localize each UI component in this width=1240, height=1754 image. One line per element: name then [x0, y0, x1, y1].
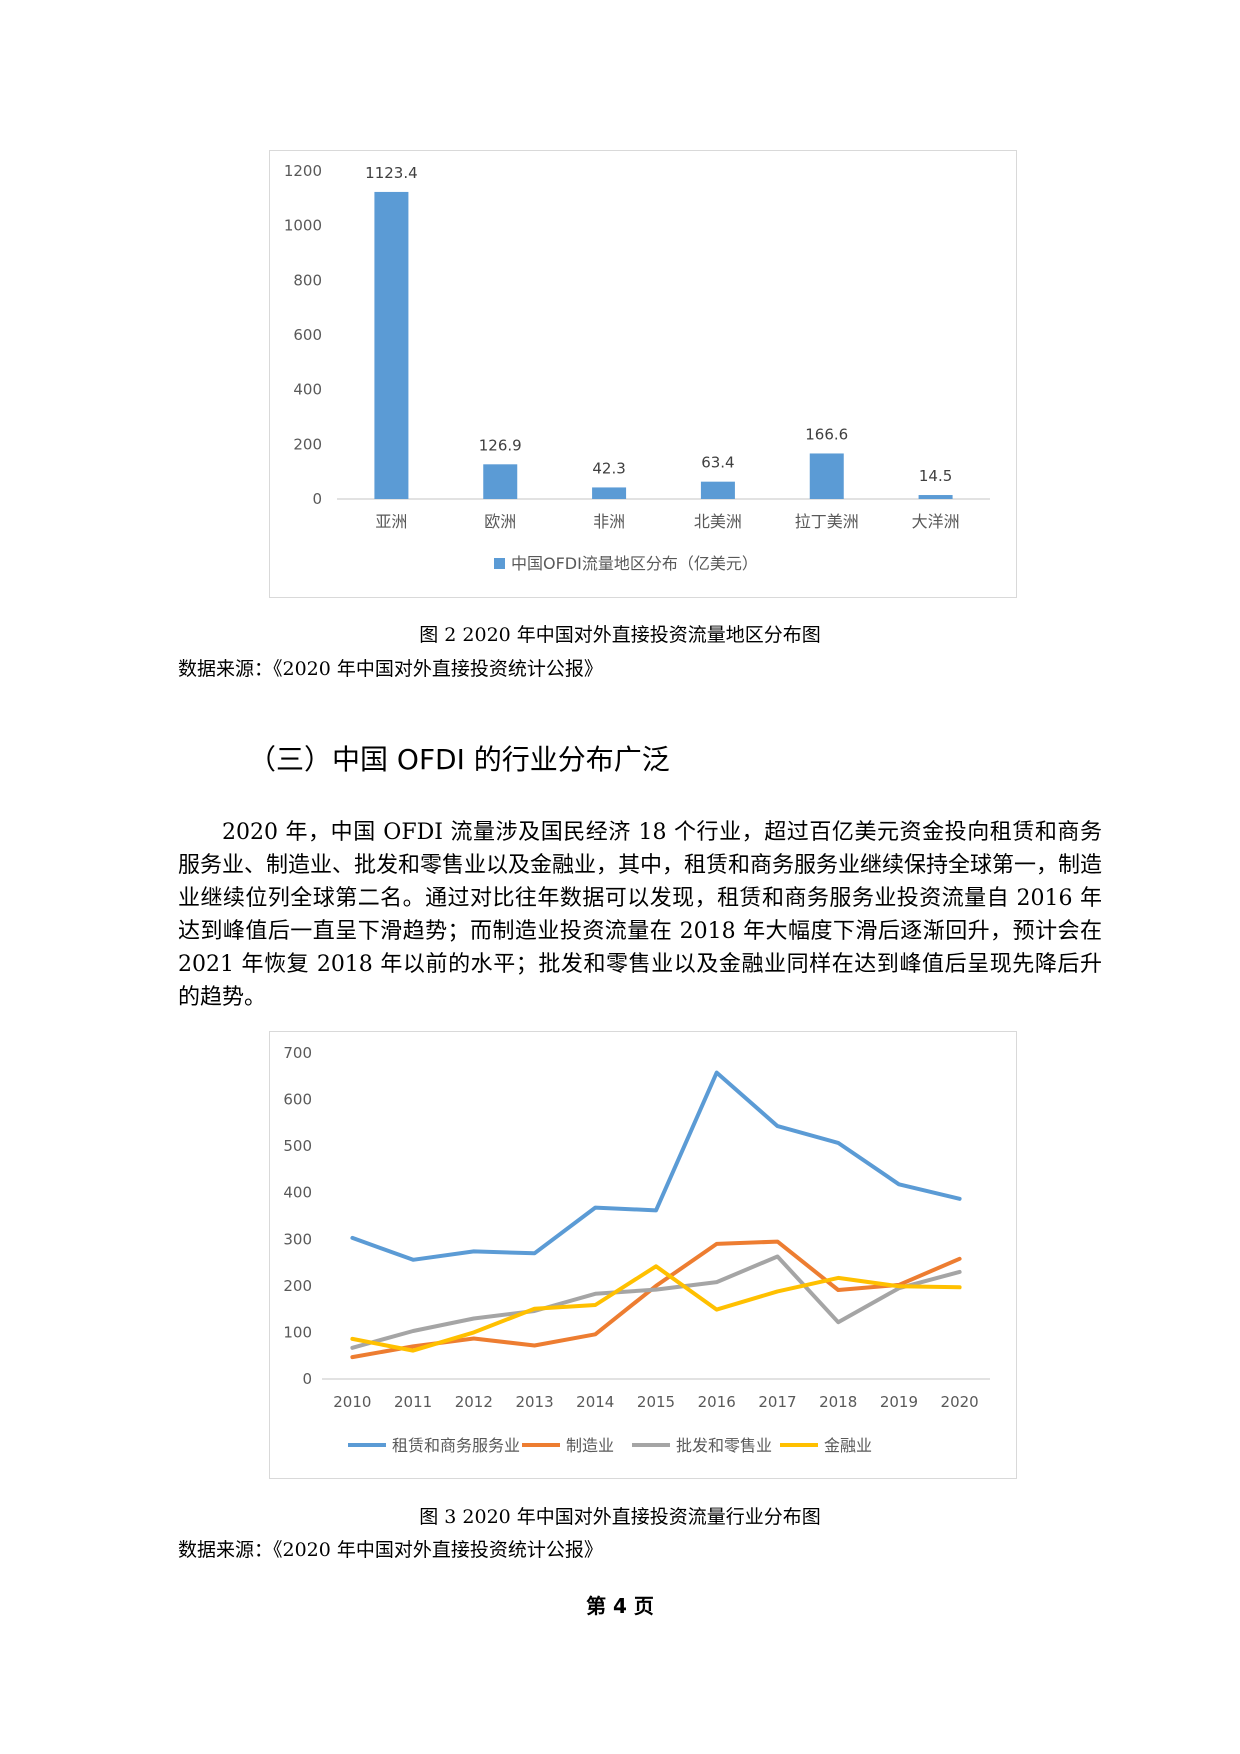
x-tick-label: 2010	[333, 1393, 371, 1411]
x-tick-label: 2015	[637, 1393, 675, 1411]
y-tick-label: 200	[283, 1277, 312, 1295]
industry-line-chart-svg: 0 100 200 300 400 500 600 700 2010 2011 2012 2013 20…	[283, 1044, 990, 1455]
bar	[700, 481, 735, 499]
page-number: 第 4 页	[586, 1594, 654, 1618]
x-tick-label: 北美洲	[694, 512, 742, 531]
y-tick-label: 100	[283, 1323, 312, 1341]
data-label: 1123.4	[365, 164, 418, 182]
x-tick-label: 大洋洲	[912, 512, 960, 531]
y-tick-label: 400	[293, 381, 322, 399]
legend-swatch	[494, 558, 505, 569]
series-line	[350, 1239, 962, 1360]
industry-line-chart: 0 100 200 300 400 500 600 700 2010 2011 2012 2013 20…	[269, 1031, 1017, 1479]
x-tick-label: 2017	[758, 1393, 796, 1411]
region-bar-chart-svg: 0 200 400 600 800 1000 1200 1123.4 亚洲 126.9 欧洲 42.3…	[284, 162, 990, 573]
x-tick-label: 2012	[455, 1393, 493, 1411]
bar	[592, 487, 627, 499]
y-tick-label: 200	[293, 435, 322, 453]
section-paragraph: 2020 年，中国 OFDI 流量涉及国民经济 18 个行业，超过百亿美元资金投…	[178, 820, 1103, 1010]
y-tick-label: 400	[283, 1184, 312, 1202]
legend-label: 租赁和商务服务业	[392, 1436, 520, 1455]
x-tick-label: 非洲	[593, 512, 625, 531]
y-tick-label: 0	[312, 490, 322, 508]
data-label: 42.3	[592, 459, 625, 477]
y-tick-label: 800	[293, 271, 322, 289]
x-tick-label: 亚洲	[375, 512, 407, 531]
series-line	[350, 1254, 962, 1350]
data-label: 126.9	[479, 436, 522, 454]
x-tick-label: 拉丁美洲	[795, 512, 859, 531]
series-line	[350, 1070, 962, 1262]
y-tick-label: 600	[293, 326, 322, 344]
figure3-caption: 图 3 2020 年中国对外直接投资流量行业分布图	[419, 1506, 821, 1528]
figure2-caption: 图 2 2020 年中国对外直接投资流量地区分布图	[419, 624, 821, 646]
x-tick-label: 2020	[941, 1393, 979, 1411]
legend-label: 制造业	[566, 1436, 614, 1455]
x-tick-label: 2016	[698, 1393, 736, 1411]
y-tick-label: 1000	[284, 217, 322, 235]
legend-label: 中国OFDI流量地区分布（亿美元）	[511, 554, 758, 573]
x-tick-label: 2018	[819, 1393, 857, 1411]
y-tick-label: 500	[283, 1137, 312, 1155]
figure2-source: 数据来源：《2020 年中国对外直接投资统计公报》	[178, 658, 603, 680]
bar	[374, 191, 409, 500]
y-tick-label: 0	[302, 1370, 312, 1388]
y-tick-label: 700	[283, 1044, 312, 1062]
section-heading: （三）中国 OFDI 的行业分布广泛	[248, 743, 670, 776]
bar	[809, 453, 844, 499]
region-bar-chart: 0 200 400 600 800 1000 1200 1123.4 亚洲 126.9 欧洲 42.3…	[269, 150, 1017, 598]
x-tick-label: 2013	[515, 1393, 553, 1411]
legend-label: 批发和零售业	[676, 1436, 772, 1455]
x-tick-label: 欧洲	[484, 512, 516, 531]
data-label: 166.6	[805, 425, 848, 443]
y-tick-label: 1200	[284, 162, 322, 180]
figure3-source: 数据来源：《2020 年中国对外直接投资统计公报》	[178, 1539, 603, 1561]
x-tick-label: 2014	[576, 1393, 614, 1411]
bar	[918, 495, 953, 499]
bar	[483, 464, 518, 499]
y-tick-label: 300	[283, 1230, 312, 1248]
legend-label: 金融业	[824, 1436, 872, 1455]
series-line	[350, 1264, 962, 1353]
x-tick-label: 2019	[880, 1393, 918, 1411]
data-label: 14.5	[919, 467, 952, 485]
x-tick-label: 2011	[394, 1393, 432, 1411]
y-tick-label: 600	[283, 1091, 312, 1109]
data-label: 63.4	[701, 454, 734, 472]
